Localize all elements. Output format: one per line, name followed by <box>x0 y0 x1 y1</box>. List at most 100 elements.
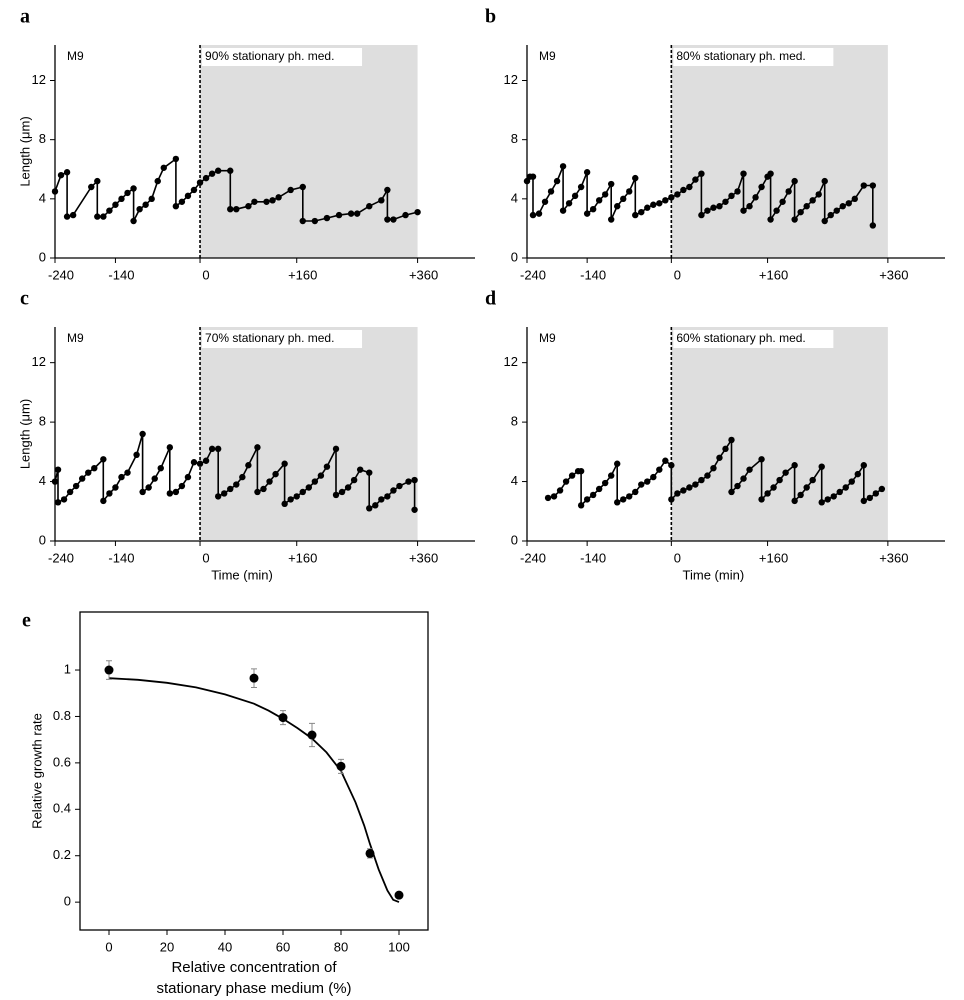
y-tick-label: 0.2 <box>53 847 71 862</box>
data-point <box>124 189 131 197</box>
annotation-bg <box>673 330 834 348</box>
x-tick-label: -240 <box>520 267 546 282</box>
data-point <box>851 195 858 203</box>
data-point <box>583 210 591 217</box>
data-point <box>704 207 711 214</box>
data-point <box>100 456 107 463</box>
x-tick-label: +360 <box>409 267 438 282</box>
data-point <box>779 198 786 205</box>
data-point <box>249 673 259 683</box>
data-point <box>112 201 119 208</box>
y-tick-label: 1 <box>64 661 71 676</box>
shaded-region <box>671 327 888 541</box>
data-point <box>601 191 609 198</box>
data-point <box>836 488 843 496</box>
y-tick-label: 4 <box>39 190 46 205</box>
data-point <box>142 201 149 208</box>
y-tick-label: 8 <box>511 414 518 429</box>
data-point <box>366 505 373 512</box>
x-tick-label: 0 <box>202 267 209 282</box>
data-point <box>595 197 603 204</box>
data-point <box>740 170 747 177</box>
data-point <box>133 451 140 459</box>
data-point <box>656 466 663 473</box>
data-point <box>190 459 198 466</box>
data-point <box>866 494 874 502</box>
data-point <box>740 475 747 482</box>
data-point <box>869 222 877 229</box>
data-point <box>106 207 113 214</box>
data-point <box>752 194 759 201</box>
data-point <box>233 205 240 213</box>
y-axis-label: Length (μm) <box>17 399 32 469</box>
data-point <box>559 163 567 170</box>
data-point <box>66 488 74 496</box>
y-tick-label: 0 <box>39 532 46 547</box>
data-point <box>541 198 549 205</box>
data-point <box>583 496 591 503</box>
annotation-bg <box>202 330 363 348</box>
data-point <box>710 204 717 211</box>
y-tick-label: 12 <box>32 72 46 87</box>
data-point <box>378 197 385 204</box>
data-point <box>139 488 146 496</box>
data-point <box>227 205 234 213</box>
data-point <box>208 170 216 177</box>
data-point <box>860 462 868 469</box>
data-point <box>287 186 294 194</box>
data-point <box>589 491 597 499</box>
data-point <box>227 167 234 174</box>
data-point <box>848 478 855 485</box>
data-point <box>734 482 741 490</box>
data-point <box>233 481 240 488</box>
y-tick-label: 8 <box>39 414 46 429</box>
data-point <box>118 473 125 481</box>
data-point <box>100 497 107 505</box>
data-point <box>160 164 167 171</box>
annotation: 90% stationary ph. med. <box>205 49 334 63</box>
data-point <box>728 192 735 200</box>
data-point <box>88 183 95 191</box>
x-tick-label: 0 <box>105 939 112 954</box>
data-point <box>650 201 657 208</box>
data-point <box>311 217 319 225</box>
panel-label: d <box>485 288 496 310</box>
data-point <box>353 210 361 217</box>
data-point <box>791 216 798 223</box>
data-point <box>151 475 158 482</box>
x-axis-label: Time (min) <box>683 567 745 582</box>
data-point <box>608 216 615 223</box>
data-point <box>366 203 373 210</box>
data-point <box>746 466 753 473</box>
data-point <box>402 211 409 219</box>
x-tick-label: 40 <box>218 939 232 954</box>
data-point <box>378 496 385 503</box>
data-point <box>614 460 621 467</box>
data-point <box>384 493 391 500</box>
data-point <box>323 214 331 222</box>
x-tick-label: 0 <box>202 550 209 565</box>
annotation-bg <box>673 48 834 66</box>
data-point <box>338 488 346 496</box>
data-point <box>287 496 294 503</box>
data-point <box>365 848 375 858</box>
data-point <box>722 198 729 205</box>
data-point <box>698 170 705 177</box>
data-point <box>251 198 258 205</box>
data-point <box>568 472 576 479</box>
shaded-region <box>671 45 888 258</box>
data-point <box>178 198 186 205</box>
data-point <box>662 457 669 464</box>
data-point <box>791 177 798 185</box>
data-point <box>686 484 693 491</box>
data-point <box>384 186 391 194</box>
data-point <box>556 487 564 494</box>
data-point <box>550 493 558 500</box>
data-point <box>722 445 729 453</box>
data-point <box>384 216 391 223</box>
data-point <box>396 482 403 490</box>
data-point <box>632 174 639 182</box>
data-point <box>245 462 252 469</box>
data-point <box>839 203 846 210</box>
panel: 80% stationary ph. med. M9 0 4 8 12 -240 -140 0 +… <box>485 6 945 282</box>
